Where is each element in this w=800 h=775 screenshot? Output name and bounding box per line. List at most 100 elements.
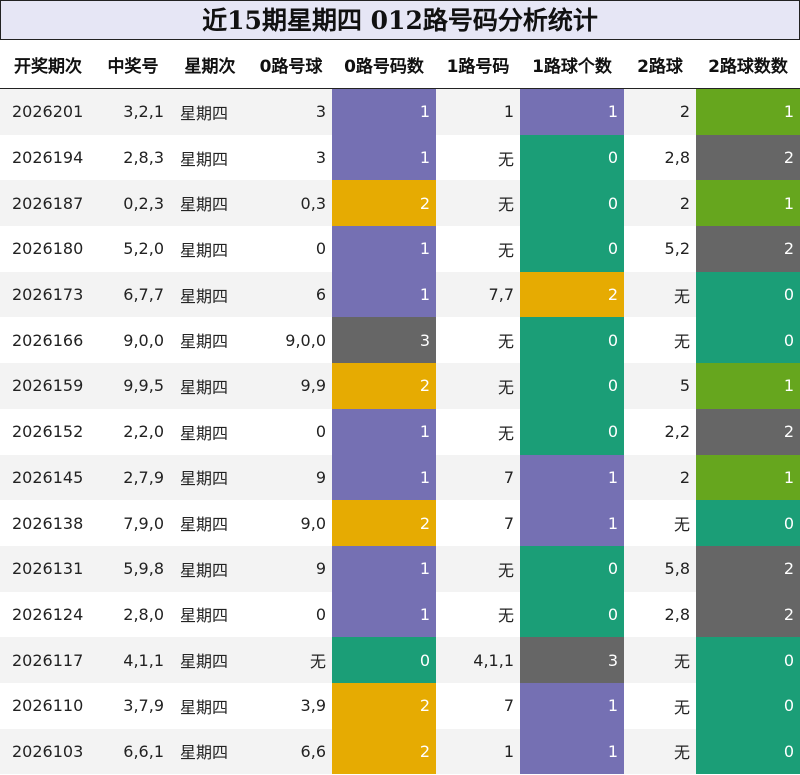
header-route0-balls: 0路号球 bbox=[250, 40, 332, 89]
cell-route0-count: 2 bbox=[332, 500, 436, 546]
cell-route1-balls: 1 bbox=[436, 88, 520, 135]
cell-route1-balls: 无 bbox=[436, 408, 520, 455]
cell-route2-balls: 2 bbox=[624, 88, 696, 135]
cell-route2-count: 2 bbox=[696, 591, 800, 638]
cell-number: 4,1,1 bbox=[96, 637, 170, 683]
cell-route0-count: 2 bbox=[332, 363, 436, 409]
cell-route1-balls: 无 bbox=[436, 134, 520, 181]
cell-route0-count: 1 bbox=[332, 226, 436, 272]
cell-route0-count: 0 bbox=[332, 637, 436, 683]
cell-period: 2026187 bbox=[0, 180, 96, 227]
cell-route0-count: 2 bbox=[332, 728, 436, 775]
cell-route0-count: 2 bbox=[332, 180, 436, 227]
cell-route0-balls: 无 bbox=[250, 637, 332, 683]
cell-route1-count: 0 bbox=[520, 591, 624, 638]
table-body: 2026201 3,2,1 星期四 3 1 1 1 2 1 2026194 2,8,3 星期四 3 1 无 0… bbox=[0, 88, 800, 775]
cell-route1-count: 0 bbox=[520, 363, 624, 409]
cell-route1-count: 0 bbox=[520, 180, 624, 227]
header-period: 开奖期次 bbox=[0, 40, 96, 89]
cell-route0-count: 3 bbox=[332, 317, 436, 364]
cell-period: 2026159 bbox=[0, 363, 96, 409]
cell-route2-balls: 5 bbox=[624, 363, 696, 409]
cell-route2-balls: 2,8 bbox=[624, 134, 696, 181]
header-route0-count: 0路号码数 bbox=[332, 40, 436, 89]
cell-route0-balls: 6,6 bbox=[250, 728, 332, 775]
cell-route2-balls: 无 bbox=[624, 728, 696, 775]
table-row: 2026180 5,2,0 星期四 0 1 无 0 5,2 2 bbox=[0, 226, 800, 272]
cell-number: 7,9,0 bbox=[96, 500, 170, 546]
cell-route0-balls: 0 bbox=[250, 591, 332, 638]
table-title: 近15期星期四 012路号码分析统计 bbox=[0, 0, 800, 40]
cell-number: 2,2,0 bbox=[96, 408, 170, 455]
header-weekday: 星期次 bbox=[170, 40, 250, 89]
cell-route1-count: 0 bbox=[520, 134, 624, 181]
cell-period: 2026145 bbox=[0, 454, 96, 501]
cell-route2-count: 2 bbox=[696, 545, 800, 592]
cell-weekday: 星期四 bbox=[170, 682, 250, 729]
cell-route0-count: 2 bbox=[332, 682, 436, 729]
statistics-table: 开奖期次 中奖号 星期次 0路号球 0路号码数 1路号码 1路球个数 2路球 2… bbox=[0, 40, 800, 775]
cell-route0-balls: 3,9 bbox=[250, 682, 332, 729]
cell-route0-balls: 9,0,0 bbox=[250, 317, 332, 364]
table-row: 2026110 3,7,9 星期四 3,9 2 7 1 无 0 bbox=[0, 682, 800, 729]
cell-period: 2026138 bbox=[0, 500, 96, 546]
table-row: 2026145 2,7,9 星期四 9 1 7 1 2 1 bbox=[0, 454, 800, 501]
table-row: 2026201 3,2,1 星期四 3 1 1 1 2 1 bbox=[0, 88, 800, 135]
cell-route2-count: 1 bbox=[696, 363, 800, 409]
table-row: 2026194 2,8,3 星期四 3 1 无 0 2,8 2 bbox=[0, 134, 800, 181]
cell-route2-count: 2 bbox=[696, 226, 800, 272]
cell-route1-count: 1 bbox=[520, 500, 624, 546]
cell-number: 9,0,0 bbox=[96, 317, 170, 364]
cell-route0-balls: 9 bbox=[250, 545, 332, 592]
cell-number: 2,8,0 bbox=[96, 591, 170, 638]
cell-route2-balls: 无 bbox=[624, 317, 696, 364]
cell-route1-balls: 无 bbox=[436, 180, 520, 227]
cell-route1-balls: 无 bbox=[436, 363, 520, 409]
cell-weekday: 星期四 bbox=[170, 271, 250, 318]
cell-route2-count: 0 bbox=[696, 271, 800, 318]
cell-period: 2026180 bbox=[0, 226, 96, 272]
cell-route1-balls: 无 bbox=[436, 226, 520, 272]
table-row: 2026131 5,9,8 星期四 9 1 无 0 5,8 2 bbox=[0, 545, 800, 592]
cell-route2-count: 0 bbox=[696, 637, 800, 683]
cell-period: 2026166 bbox=[0, 317, 96, 364]
table-row: 2026159 9,9,5 星期四 9,9 2 无 0 5 1 bbox=[0, 363, 800, 409]
cell-period: 2026124 bbox=[0, 591, 96, 638]
cell-route0-count: 1 bbox=[332, 134, 436, 181]
cell-route1-count: 0 bbox=[520, 408, 624, 455]
cell-weekday: 星期四 bbox=[170, 88, 250, 135]
cell-route2-count: 0 bbox=[696, 500, 800, 546]
cell-route1-count: 1 bbox=[520, 88, 624, 135]
cell-weekday: 星期四 bbox=[170, 226, 250, 272]
table-row: 2026103 6,6,1 星期四 6,6 2 1 1 无 0 bbox=[0, 728, 800, 775]
cell-weekday: 星期四 bbox=[170, 134, 250, 181]
cell-route2-count: 1 bbox=[696, 454, 800, 501]
cell-period: 2026173 bbox=[0, 271, 96, 318]
cell-period: 2026103 bbox=[0, 728, 96, 775]
cell-number: 0,2,3 bbox=[96, 180, 170, 227]
cell-route0-balls: 3 bbox=[250, 134, 332, 181]
cell-route2-count: 2 bbox=[696, 134, 800, 181]
cell-route0-count: 1 bbox=[332, 545, 436, 592]
table-row: 2026173 6,7,7 星期四 6 1 7,7 2 无 0 bbox=[0, 271, 800, 318]
cell-route1-balls: 7 bbox=[436, 682, 520, 729]
cell-period: 2026110 bbox=[0, 682, 96, 729]
cell-route0-count: 1 bbox=[332, 591, 436, 638]
cell-weekday: 星期四 bbox=[170, 637, 250, 683]
cell-route0-count: 1 bbox=[332, 271, 436, 318]
table-row: 2026117 4,1,1 星期四无 0 4,1,1 3 无 0 bbox=[0, 637, 800, 683]
cell-route2-balls: 2 bbox=[624, 454, 696, 501]
cell-route2-balls: 2 bbox=[624, 180, 696, 227]
cell-route1-balls: 无 bbox=[436, 317, 520, 364]
cell-route1-balls: 7,7 bbox=[436, 271, 520, 318]
cell-route1-count: 3 bbox=[520, 637, 624, 683]
cell-number: 3,2,1 bbox=[96, 88, 170, 135]
cell-number: 2,8,3 bbox=[96, 134, 170, 181]
cell-route0-balls: 9,0 bbox=[250, 500, 332, 546]
cell-route2-balls: 2,2 bbox=[624, 408, 696, 455]
cell-route0-count: 1 bbox=[332, 88, 436, 135]
cell-route2-balls: 无 bbox=[624, 682, 696, 729]
cell-route1-balls: 4,1,1 bbox=[436, 637, 520, 683]
cell-route1-count: 2 bbox=[520, 271, 624, 318]
